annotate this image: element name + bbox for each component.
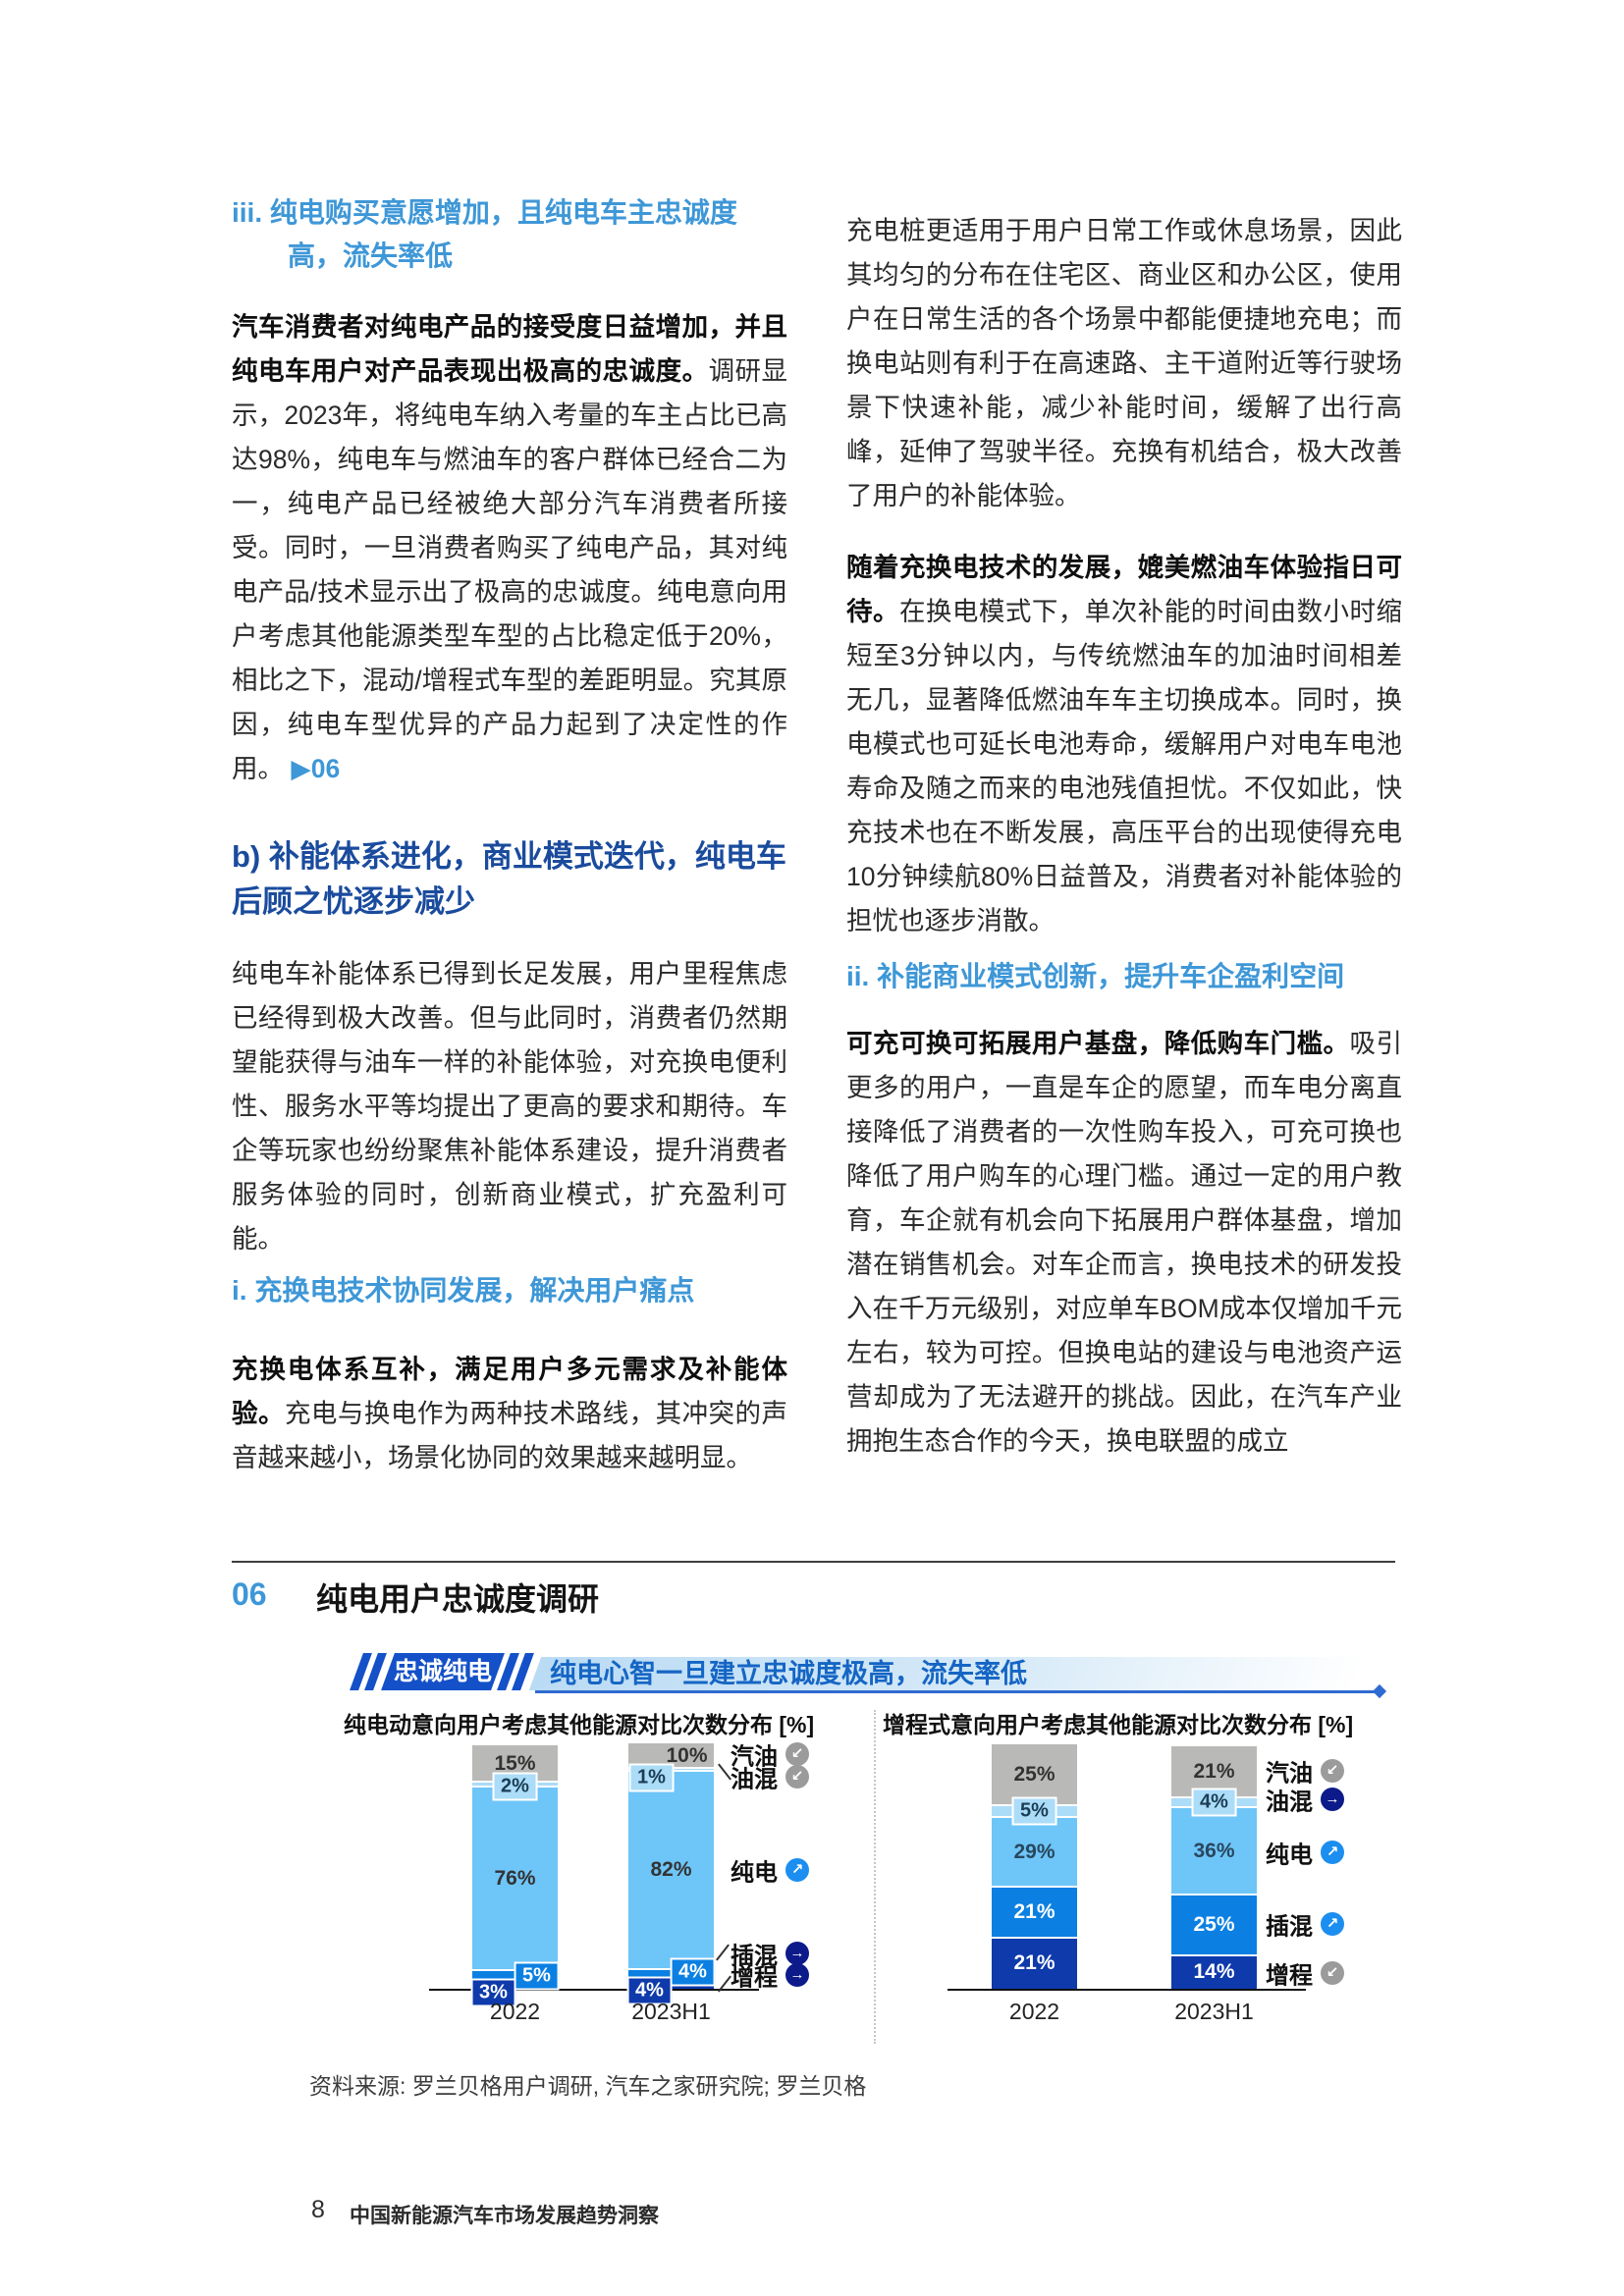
paragraph-text: 充电与换电作为两种技术路线，其冲突的声音越来越小，场景化协同的效果越来越明显。 <box>232 1399 788 1472</box>
paragraph-text: 吸引更多的用户，一直是车企的愿望，而车电分离直接降低了消费者的一次性购车投入，可… <box>846 1029 1403 1456</box>
chart-divider <box>874 1710 876 2044</box>
segment-gap <box>992 1886 1077 1888</box>
legend-label: 纯电 <box>1266 1842 1313 1869</box>
segment-gap <box>1171 1954 1257 1956</box>
trend-down-icon: ↙ <box>785 1765 809 1789</box>
paragraph-swap-charge: 充换电体系互补，满足用户多元需求及补能体验。充电与换电作为两种技术路线，其冲突的… <box>232 1348 787 1480</box>
bar-value-label: 1% <box>628 1763 675 1791</box>
bar-segment <box>472 1787 558 1970</box>
bar-value-label: 25% <box>1193 1913 1235 1936</box>
legend-label: 汽油 <box>1266 1760 1313 1788</box>
legend-label: 油混 <box>1266 1789 1313 1816</box>
trend-flat-icon: → <box>785 1942 809 1965</box>
x-axis-line <box>429 1989 759 1991</box>
paragraph-text: 调研显示，2023年，将纯电车纳入考量的车主占比已高达98%，纯电车与燃油车的客… <box>232 356 788 783</box>
right-column: 充电桩更适用于用户日常工作或休息场景，因此其均匀的分布在住宅区、商业区和办公区，… <box>846 209 1402 1464</box>
bar-segment <box>1171 1955 1257 1989</box>
bar-segment <box>992 1938 1077 1989</box>
x-axis-label: 2023H1 <box>631 1999 711 2024</box>
figure-top-rule <box>232 1561 1395 1563</box>
bar-value-label: 21% <box>1013 1951 1056 1974</box>
bar-segment <box>628 1771 714 1969</box>
bar-value-label: 21% <box>1013 1900 1056 1923</box>
legend-label: 增程 <box>1266 1962 1313 1990</box>
bar-value-label: 4% <box>1191 1788 1237 1817</box>
chart-title: 增程式意向用户考虑其他能源对比次数分布 [%] <box>883 1712 1354 1737</box>
left-column: iii. 纯电购买意愿增加，且纯电车主忠诚度高，流失率低 汽车消费者对纯电产品的… <box>232 191 787 1480</box>
bar-value-label: 36% <box>1193 1839 1235 1862</box>
legend-label: 纯电 <box>731 1859 778 1887</box>
bar-segment <box>1171 1895 1257 1955</box>
x-axis-label: 2023H1 <box>1174 1999 1254 2024</box>
bar-value-label: 4% <box>670 1957 716 1987</box>
bar-value-label: 5% <box>1011 1796 1057 1826</box>
bar-value-label: 10% <box>666 1743 708 1767</box>
bar-value-label: 15% <box>494 1751 536 1775</box>
paragraph-text: 在换电模式下，单次补能的时间由数小时缩短至3分钟以内，与传统燃油车的加油时间相差… <box>846 597 1403 935</box>
bar-segment <box>992 1744 1077 1805</box>
bar-segment <box>992 1887 1077 1938</box>
trend-down-icon: ↙ <box>785 1742 809 1766</box>
page-number: 8 <box>311 2196 325 2223</box>
trend-down-icon: ↙ <box>1321 1961 1344 1985</box>
bar-value-label: 2% <box>492 1772 538 1800</box>
bar-value-label: 3% <box>470 1978 516 2006</box>
segment-gap <box>992 1937 1077 1939</box>
trend-flat-icon: → <box>785 1963 809 1987</box>
paragraph-lead: 汽车消费者对纯电产品的接受度日益增加，并且纯电车用户对产品表现出极高的忠诚度。 <box>232 312 787 386</box>
bar-value-label: 76% <box>494 1866 536 1890</box>
legend-label: 汽油 <box>731 1743 778 1771</box>
figure-title: 纯电用户忠诚度调研 <box>316 1581 600 1617</box>
legend-label: 插混 <box>1266 1913 1313 1941</box>
heading-ii: ii. 补能商业模式创新，提升车企盈利空间 <box>846 961 1345 991</box>
bar-value-label: 82% <box>650 1858 692 1881</box>
figure-reference: ▶06 <box>284 754 341 783</box>
banner-subtitle: 纯电心智一旦建立忠诚度极高，流失率低 <box>550 1659 1027 1688</box>
paragraph-business-model: 可充可换可拓展用户基盘，降低购车门槛。吸引更多的用户，一直是车企的愿望，而车电分… <box>846 1022 1402 1464</box>
legend-label: 增程 <box>731 1964 778 1992</box>
x-axis-label: 2022 <box>1008 1999 1060 2024</box>
trend-flat-icon: → <box>1321 1788 1344 1811</box>
x-axis-line <box>947 1989 1306 1991</box>
footer-report-title: 中国新能源汽车市场发展趋势洞察 <box>350 2205 659 2227</box>
bar-value-label: 21% <box>1193 1760 1235 1783</box>
paragraph-lead: 随着充换电技术的发展，媲美燃油车体验指日可待。 <box>846 553 1402 626</box>
bar-segment <box>1171 1807 1257 1895</box>
heading-b: b) 补能体系进化，商业模式迭代，纯电车后顾之忧逐步减少 <box>232 839 786 919</box>
heading-i: i. 充换电技术协同发展，解决用户痛点 <box>232 1275 695 1306</box>
heading-iii: iii. 纯电购买意愿增加，且纯电车主忠诚度高，流失率低 <box>232 197 737 271</box>
paragraph-charging-system: 纯电车补能体系已得到长足发展，用户里程焦虑已经得到极大改善。但与此同时，消费者仍… <box>232 959 787 1254</box>
bar-value-label: 29% <box>1013 1840 1056 1863</box>
bar-value-label: 14% <box>1193 1960 1235 1983</box>
source-note: 资料来源: 罗兰贝格用户调研, 汽车之家研究院; 罗兰贝格 <box>309 2073 867 2099</box>
x-axis-label: 2022 <box>489 1999 541 2024</box>
figure-number: 06 <box>232 1576 267 1612</box>
trend-up-icon: ↗ <box>1321 1912 1344 1936</box>
banner-tag-label: 忠诚纯电 <box>393 1658 492 1685</box>
segment-gap <box>1171 1894 1257 1896</box>
trend-down-icon: ↙ <box>1321 1759 1344 1783</box>
paragraph-loyalty: 汽车消费者对纯电产品的接受度日益增加，并且纯电车用户对产品表现出极高的忠诚度。调… <box>232 305 787 791</box>
paragraph-swap-experience: 随着充换电技术的发展，媲美燃油车体验指日可待。在换电模式下，单次补能的时间由数小… <box>846 546 1402 943</box>
bar-segment <box>992 1817 1077 1887</box>
bar-value-label: 5% <box>514 1961 560 1991</box>
chart-title: 纯电动意向用户考虑其他能源对比次数分布 [%] <box>344 1712 815 1737</box>
legend-label: 油混 <box>731 1766 778 1793</box>
legend-label: 插混 <box>731 1943 778 1970</box>
banner-underline <box>535 1690 1380 1693</box>
paragraph-lead: 充换电体系互补，满足用户多元需求及补能体验。 <box>232 1355 787 1428</box>
trend-up-icon: ↗ <box>1321 1841 1344 1864</box>
paragraph-charging-pile: 充电桩更适用于用户日常工作或休息场景，因此其均匀的分布在住宅区、商业区和办公区，… <box>846 216 1402 510</box>
trend-up-icon: ↗ <box>785 1858 809 1882</box>
bar-value-label: 4% <box>626 1976 673 2005</box>
bar-value-label: 25% <box>1013 1763 1056 1786</box>
paragraph-lead: 可充可换可拓展用户基盘，降低购车门槛。 <box>846 1029 1350 1058</box>
